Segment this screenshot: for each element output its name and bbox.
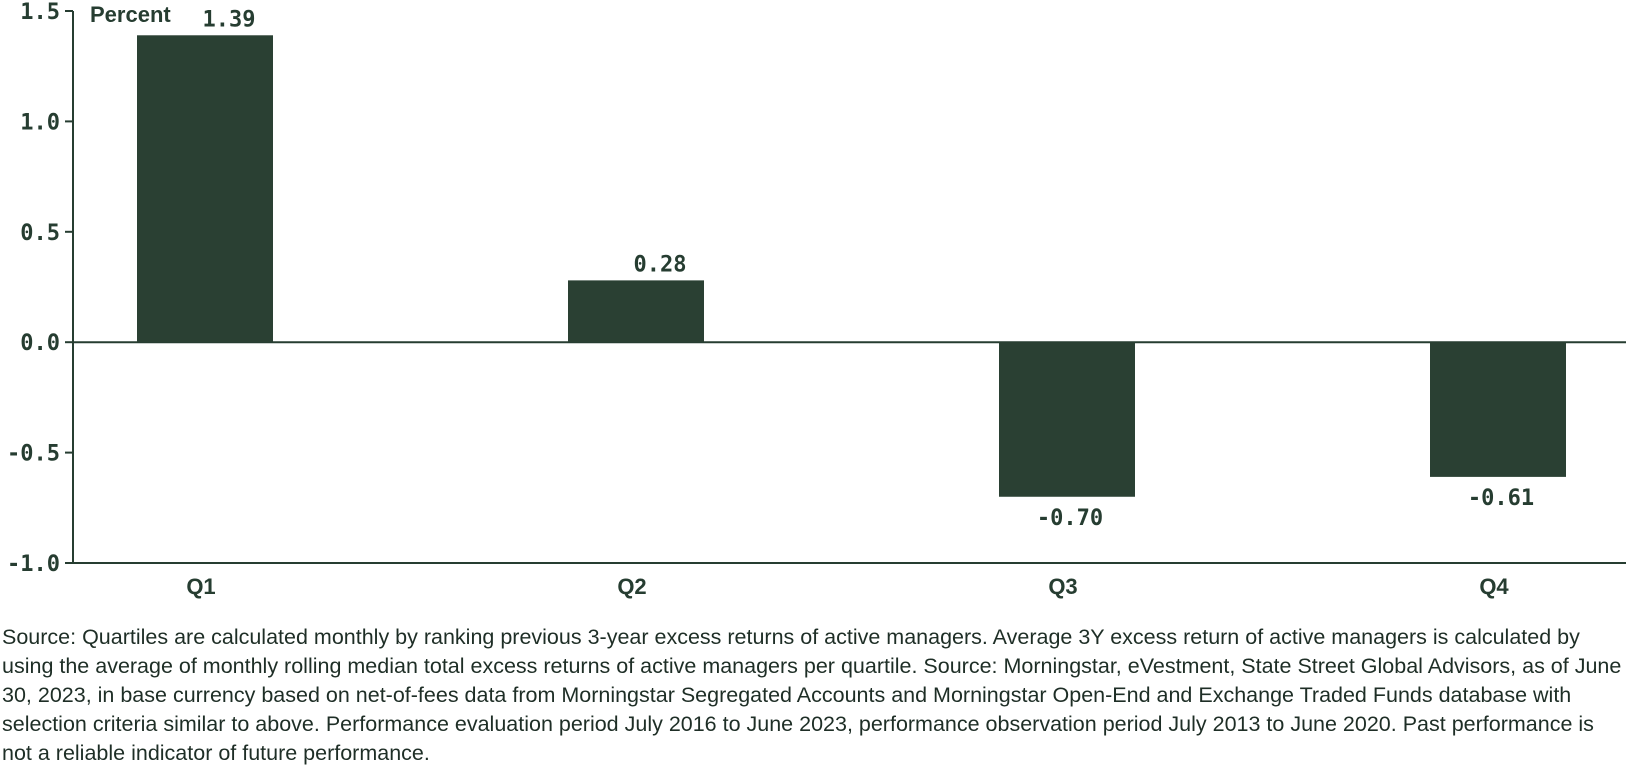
data-label-q4: -0.61 (1468, 486, 1534, 511)
data-label-q1: 1.39 (203, 7, 256, 32)
category-label-q3: Q3 (1048, 574, 1077, 599)
y-tick-label: 0.5 (20, 221, 60, 246)
y-tick-label: -0.5 (7, 442, 60, 467)
y-tick-label: 1.5 (20, 0, 60, 25)
unit-label: Percent (90, 2, 171, 27)
category-label-q1: Q1 (186, 574, 215, 599)
y-tick-label: 0.0 (20, 331, 60, 356)
y-tick-label: -1.0 (7, 552, 60, 577)
bar-q4 (1430, 342, 1566, 477)
category-labels-group: Q1 Q2 Q3 Q4 (186, 574, 1509, 599)
data-labels-group: 1.39 0.28 -0.70 -0.61 (203, 7, 1535, 530)
category-label-q4: Q4 (1479, 574, 1509, 599)
data-label-q2: 0.28 (634, 252, 687, 277)
source-footnote: Source: Quartiles are calculated monthly… (2, 625, 1622, 765)
y-tick-label: 1.0 (20, 110, 60, 135)
y-axis-ticks: 1.5 1.0 0.5 0.0 -0.5 -1.0 (7, 0, 73, 577)
data-label-q3: -0.70 (1037, 506, 1103, 531)
bars-group (137, 35, 1566, 497)
bar-q1 (137, 35, 273, 343)
bar-chart: 1.51.00.50.0-0.5-1.0 1.390.28-0.70-0.61 … (7, 0, 1626, 599)
bar-q2 (568, 280, 704, 343)
bar-q3 (999, 342, 1135, 497)
category-label-q2: Q2 (617, 574, 646, 599)
